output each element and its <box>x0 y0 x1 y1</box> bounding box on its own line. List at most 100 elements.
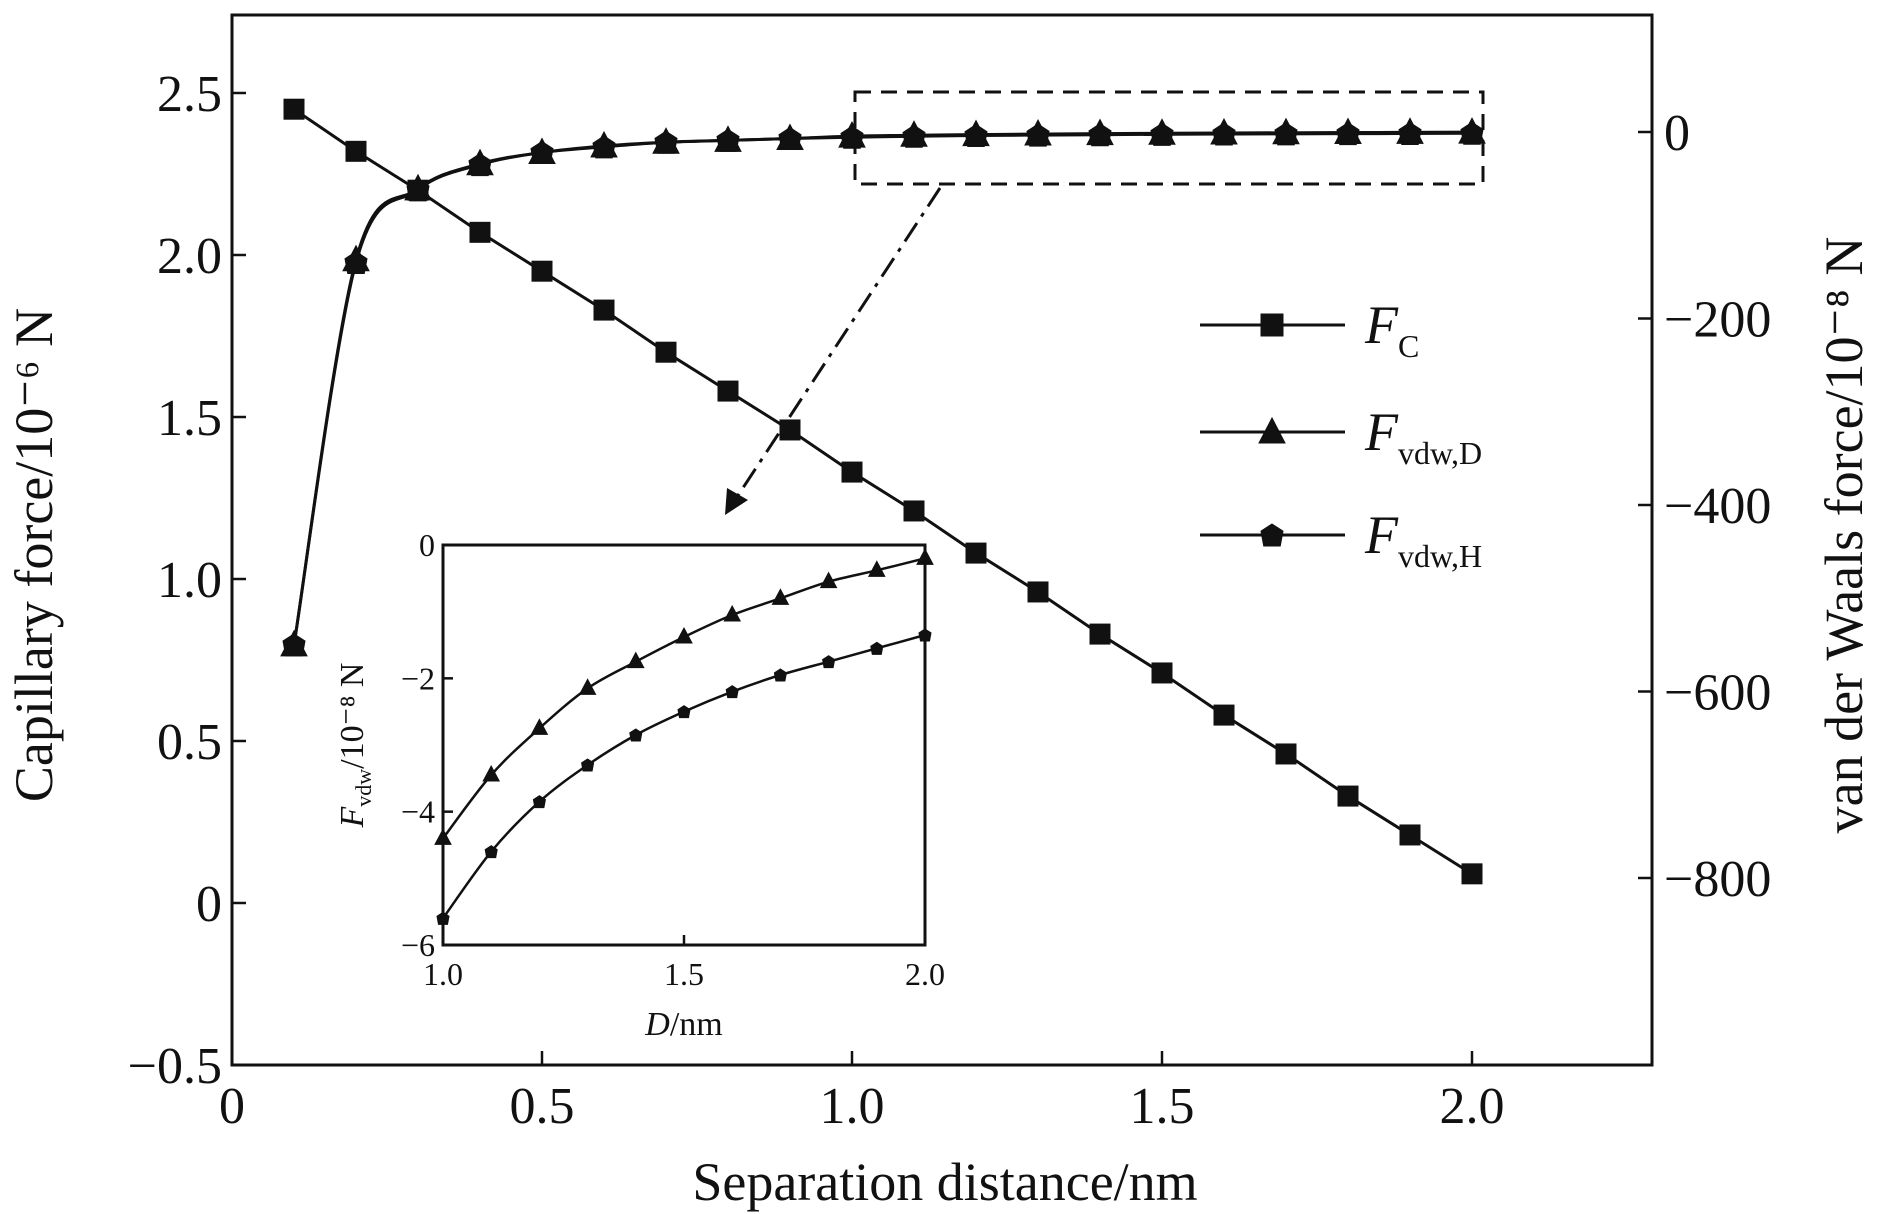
inset-border <box>441 543 927 947</box>
y2-tick-label: −600 <box>1664 665 1771 722</box>
plot-border <box>230 13 1654 1067</box>
square-marker <box>1461 863 1483 885</box>
diamond-marker <box>654 130 678 154</box>
series-layer <box>280 98 1486 885</box>
legend-entry: Fvdw,D <box>1200 402 1482 471</box>
diamond-marker <box>840 125 864 149</box>
legend-label-main: F <box>1364 295 1399 355</box>
diamond-marker <box>1150 122 1174 146</box>
diamond-marker <box>870 641 884 655</box>
x-tick-label: 0 <box>219 1078 245 1135</box>
legend-label: Fvdw,D <box>1364 402 1482 471</box>
y-tick-label: 2.5 <box>157 66 222 123</box>
diamond-marker <box>406 178 430 202</box>
zoom-arrow-head <box>725 488 748 515</box>
inset-x-tick-label: 1.5 <box>664 956 704 992</box>
diamond-marker <box>1336 122 1360 146</box>
x-tick-label: 1.5 <box>1130 1078 1195 1135</box>
square-marker <box>345 140 367 162</box>
inset-x-tick-label: 2.0 <box>905 956 945 992</box>
diamond-marker <box>436 911 450 925</box>
y2-axis-title: van der Waals force/10⁻⁸ N <box>1814 237 1874 834</box>
square-marker <box>469 221 491 243</box>
diamond-marker <box>822 655 836 669</box>
x-tick-label: 2.0 <box>1440 1078 1505 1135</box>
diamond-marker <box>1026 123 1050 147</box>
y-axis-title: Capillary force/10⁻⁶ N <box>4 308 64 802</box>
diamond-marker <box>902 124 926 148</box>
square-marker <box>1089 623 1111 645</box>
inset-y-tick-label: −4 <box>401 794 435 830</box>
inset-y-tick-label: −2 <box>401 660 435 696</box>
triangle-marker <box>675 626 693 644</box>
diamond-marker <box>964 123 988 148</box>
triangle-marker <box>482 764 501 782</box>
diamond-marker <box>592 135 616 159</box>
diamond-marker <box>778 126 802 151</box>
legend-label-sub: C <box>1398 328 1419 364</box>
square-marker <box>1151 662 1173 684</box>
inset-x-tick-label: 1.0 <box>423 956 463 992</box>
inset-y-title-main: F <box>334 805 371 828</box>
legend-entry: FC <box>1200 295 1419 364</box>
square-marker <box>1213 704 1235 726</box>
y-tick-label: 2.0 <box>157 228 222 285</box>
diamond-marker <box>530 140 554 165</box>
x-tick-label: 0.5 <box>510 1078 575 1135</box>
triangle-marker <box>578 678 597 695</box>
diamond-marker <box>1088 123 1112 147</box>
y-tick-label: 1.5 <box>157 390 222 447</box>
triangle-marker <box>867 560 886 577</box>
legend-label: Fvdw,H <box>1364 505 1482 574</box>
square-marker <box>903 500 925 522</box>
triangle-marker <box>626 651 645 669</box>
diamond-marker <box>1212 122 1236 146</box>
diamond-marker <box>1260 523 1284 547</box>
zoom-arrow-line <box>733 187 942 501</box>
y-tick-label: 0.5 <box>157 714 222 771</box>
square-marker <box>1027 581 1049 603</box>
inset-series-triangle <box>434 548 934 845</box>
series-diamond <box>282 121 1484 657</box>
y2-tick-label: 0 <box>1664 105 1690 162</box>
series-square <box>283 98 1483 885</box>
diamond-marker <box>532 795 546 809</box>
square-marker <box>1399 824 1421 846</box>
triangle-marker <box>771 588 790 605</box>
inset-x-title-rest: /nm <box>670 1006 723 1043</box>
legend-label-main: F <box>1364 402 1399 462</box>
legend-label-sub: vdw,D <box>1398 435 1482 471</box>
y-tick-label: −0.5 <box>128 1038 222 1095</box>
inset-y-tick-label: 0 <box>419 527 435 563</box>
main-axis-ticks: 0 0.5 1.0 1.5 2.0−0.500.51.01.52.02.50−200−4… <box>128 66 1772 1135</box>
diamond-marker <box>677 705 691 719</box>
square-marker <box>1337 785 1359 807</box>
diamond-marker <box>581 758 595 772</box>
x-axis-title: Separation distance/nm <box>692 1152 1197 1212</box>
y2-tick-label: −400 <box>1664 478 1771 535</box>
diamond-marker <box>629 728 643 742</box>
triangle-marker <box>723 604 742 622</box>
triangle-marker <box>1258 416 1286 444</box>
diamond-marker <box>344 250 368 275</box>
legend-label-sub: vdw,H <box>1398 538 1482 574</box>
square-marker <box>655 341 677 363</box>
diamond-marker <box>773 668 787 682</box>
y-tick-label: 1.0 <box>157 552 222 609</box>
main-plot-frame <box>230 13 1654 1067</box>
y2-tick-label: −200 <box>1664 292 1771 349</box>
triangle-marker <box>819 571 838 589</box>
square-marker <box>1260 313 1284 337</box>
diamond-marker <box>468 153 492 177</box>
square-marker <box>779 419 801 441</box>
square-marker <box>841 461 863 483</box>
legend-label-main: F <box>1364 505 1399 565</box>
inset-x-title-main: D <box>644 1006 670 1043</box>
diamond-marker <box>1274 122 1298 146</box>
inset-y-axis-title: Fvdw/10⁻⁸ N <box>334 663 376 829</box>
inset-plot: 1.0 1.5 2.0 0 −2 −4 −6 D/nm Fvdw/10⁻⁸ N <box>334 527 945 1043</box>
square-marker <box>965 542 987 564</box>
triangle-marker <box>434 828 452 845</box>
